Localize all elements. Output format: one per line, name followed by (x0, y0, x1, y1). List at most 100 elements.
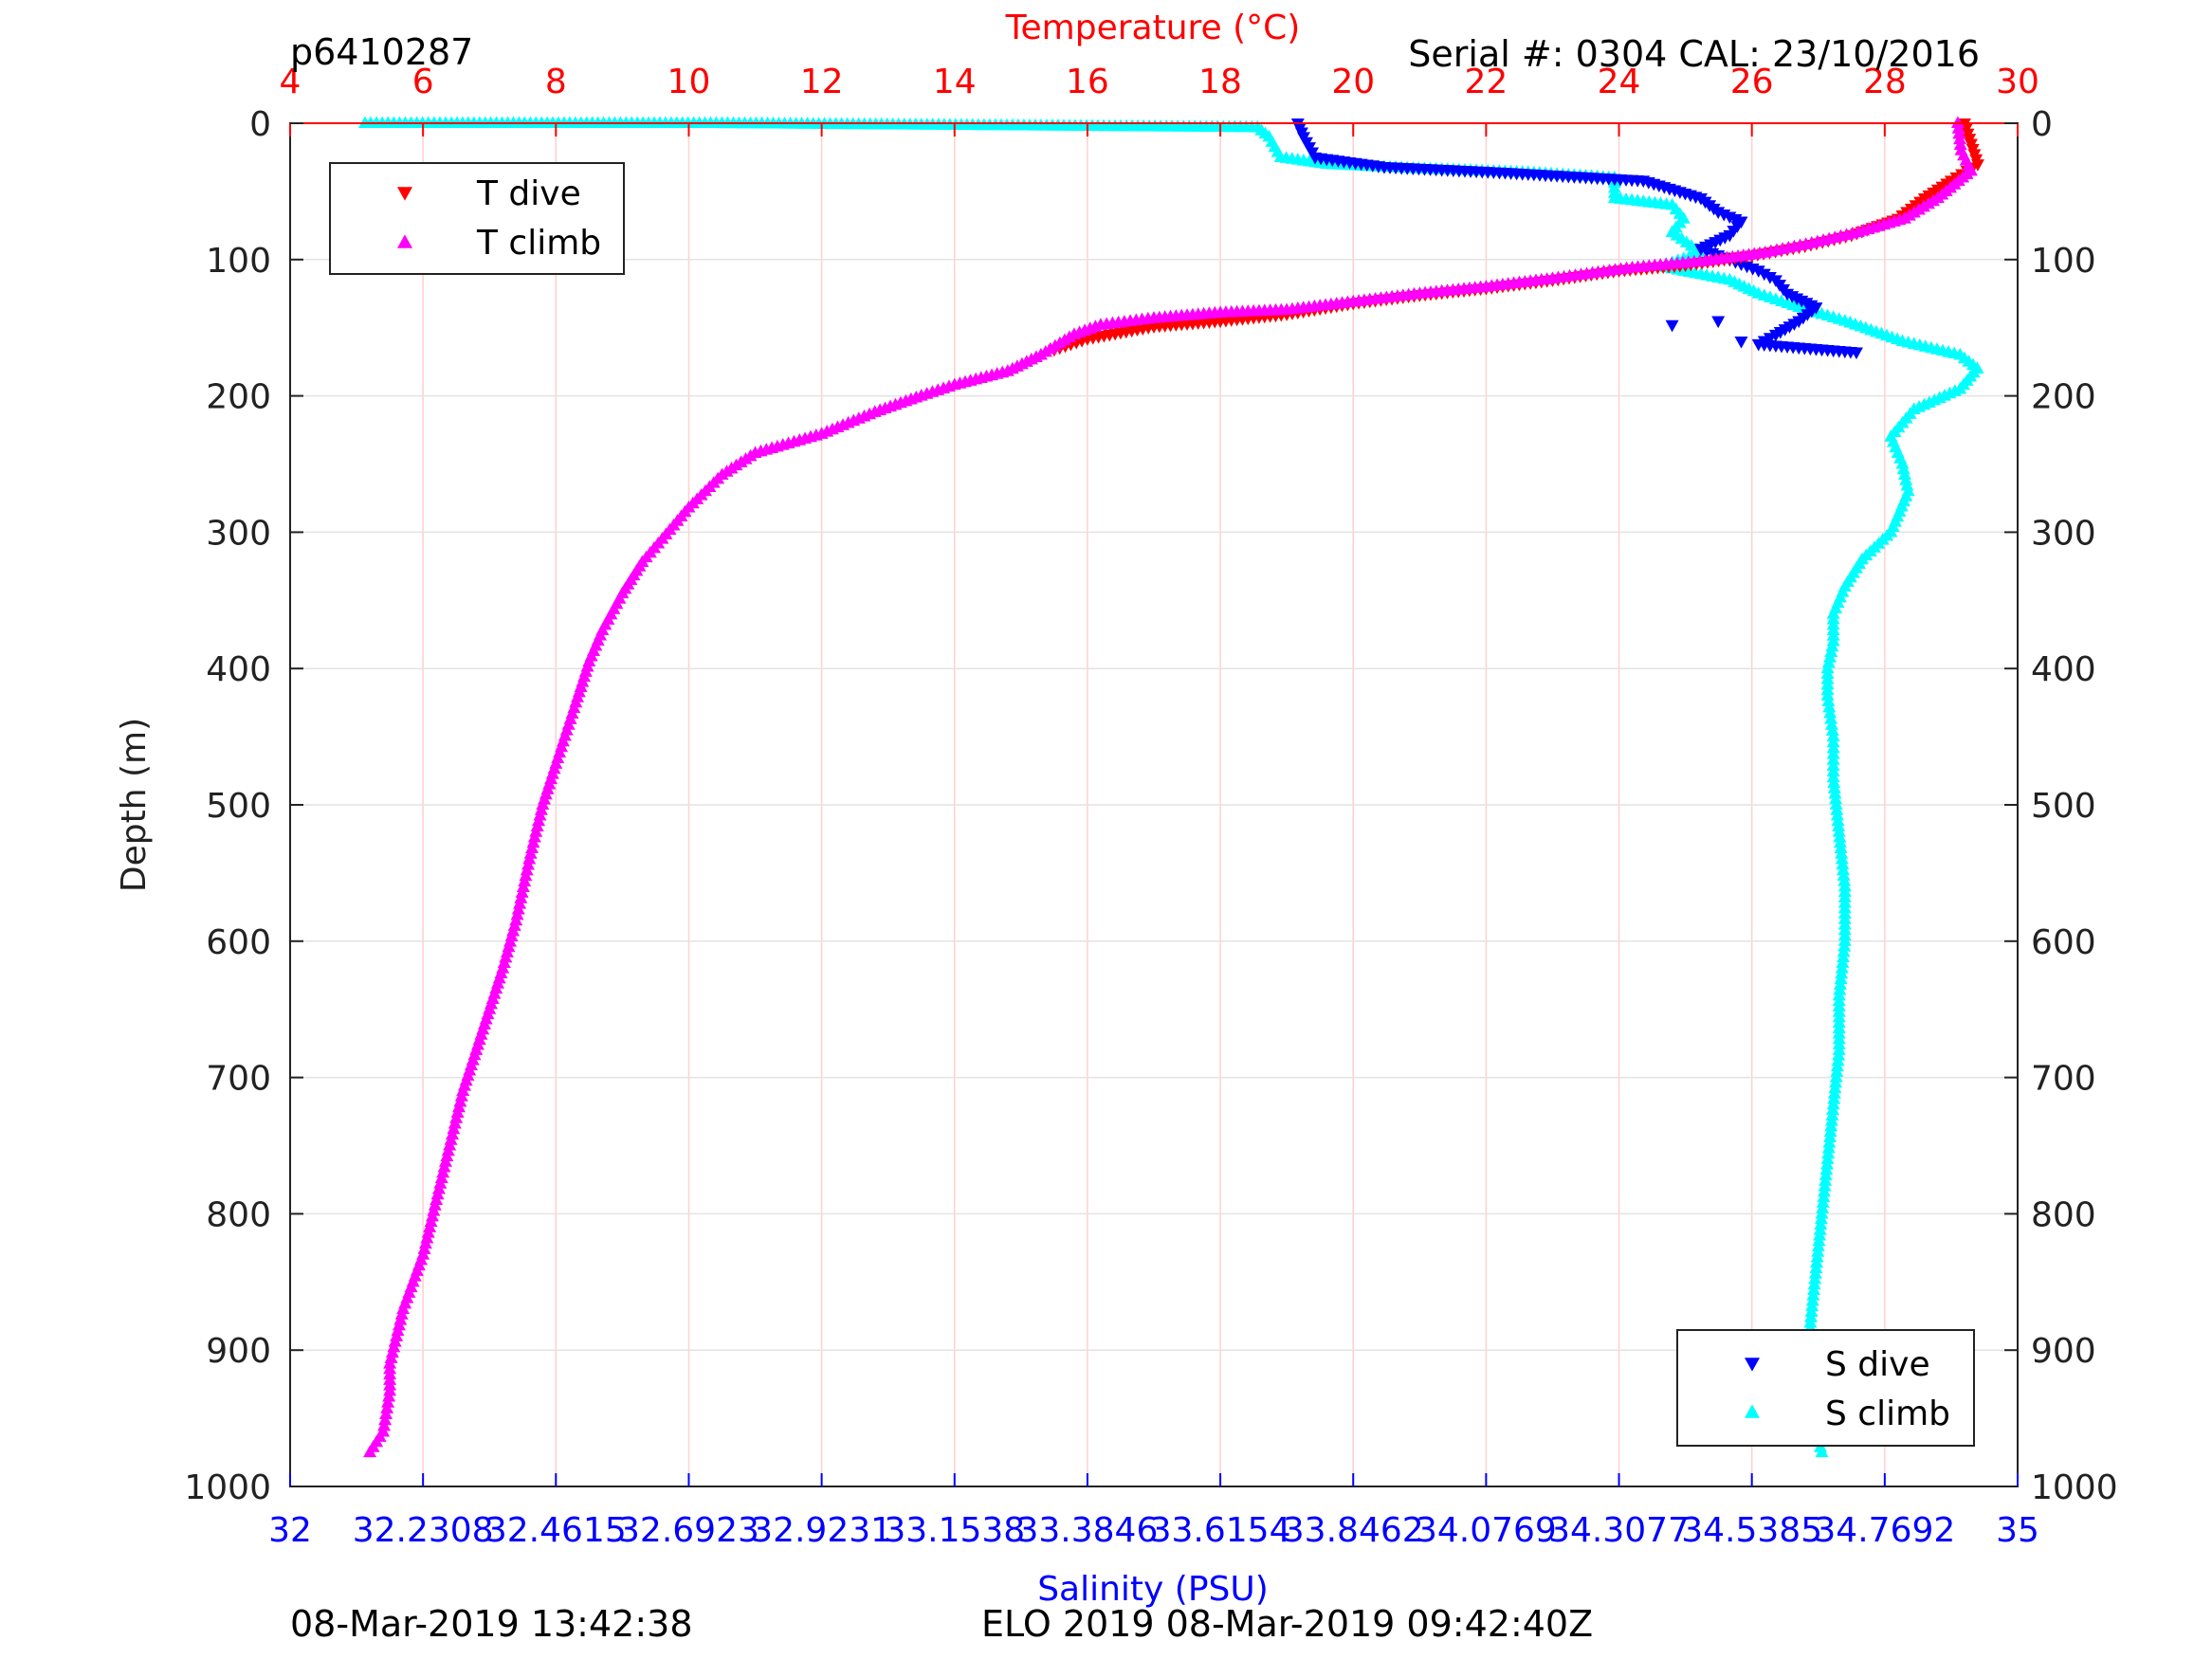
data-point-t-climb (515, 885, 529, 898)
data-point-s-climb (1816, 1195, 1830, 1208)
data-point-t-climb (379, 1407, 393, 1420)
data-point-t-climb (387, 1340, 401, 1353)
depth-axis-title: Depth (m) (115, 718, 154, 892)
data-point-t-climb (417, 1242, 431, 1254)
temp-tick-label: 30 (1996, 63, 2039, 101)
footer-mission-info: ELO 2019 08-Mar-2019 09:42:40Z (981, 1603, 1593, 1645)
temp-tick-label: 8 (545, 63, 567, 101)
legend-t-dive-triangle (397, 187, 412, 201)
data-point-s-climb (1837, 873, 1852, 886)
data-point-s-climb (1805, 1293, 1819, 1306)
data-point-t-climb (534, 803, 548, 815)
series-s-dive (1290, 118, 1863, 360)
data-point-s-climb (1829, 1070, 1843, 1083)
serial-cal-label: Serial #: 0304 CAL: 23/10/2016 (1408, 33, 1980, 75)
data-point-t-climb (444, 1133, 458, 1145)
footer-timestamp: 08-Mar-2019 13:42:38 (290, 1603, 693, 1645)
data-point-t-climb (449, 1111, 464, 1123)
data-point-s-climb (1830, 808, 1844, 821)
sal-tick-label: 32 (268, 1511, 312, 1550)
data-point-t-climb (382, 1389, 396, 1402)
data-point-s-dive (1711, 316, 1726, 329)
data-point-s-climb (1829, 797, 1843, 811)
data-point-s-climb (1817, 1190, 1831, 1203)
data-point-t-climb (511, 902, 525, 915)
data-point-s-climb (1821, 694, 1836, 707)
data-point-s-climb (1818, 1179, 1832, 1192)
data-point-t-climb (1951, 121, 1965, 134)
data-point-t-climb (421, 1225, 435, 1238)
sal-tick-label: 33.8462 (1283, 1511, 1424, 1550)
data-point-t-climb (393, 1313, 408, 1325)
data-point-s-climb (1819, 1158, 1834, 1170)
legend-s-climb-label: S climb (1825, 1395, 1950, 1433)
legend-s-dive-marker (1745, 1358, 1760, 1372)
temp-tick-label: 16 (1066, 63, 1109, 101)
data-point-t-climb (445, 1127, 459, 1140)
data-point-s-climb (1805, 1299, 1819, 1312)
data-point-s-climb (1825, 1108, 1839, 1121)
legend-s-dive-triangle (1745, 1358, 1760, 1372)
data-point-s-climb (1831, 813, 1845, 827)
data-point-t-climb (380, 1401, 394, 1413)
data-point-t-climb (383, 1383, 397, 1396)
temp-tick-label: 20 (1331, 63, 1375, 101)
sal-tick-label: 35 (1996, 1511, 2039, 1550)
data-point-t-climb (388, 1335, 402, 1347)
legend-s-climb-marker (1745, 1404, 1760, 1418)
data-point-s-climb (1817, 1184, 1831, 1197)
data-point-s-climb (1824, 645, 1838, 657)
data-point-s-climb (1827, 1092, 1841, 1104)
data-point-s-climb (1835, 851, 1849, 865)
data-point-t-climb (450, 1105, 465, 1119)
data-point-s-climb (1826, 770, 1840, 783)
data-point-t-climb (384, 1351, 398, 1363)
sal-tick-label: 32.2308 (353, 1511, 494, 1550)
temp-tick-label: 22 (1464, 63, 1508, 101)
data-point-s-climb (1820, 1152, 1835, 1164)
data-point-t-climb (521, 857, 536, 870)
data-point-s-climb (1830, 1065, 1844, 1077)
data-point-t-climb (427, 1203, 441, 1216)
temp-tick-label: 10 (667, 63, 711, 101)
data-point-s-climb (1812, 1233, 1826, 1247)
data-point-s-climb (1824, 718, 1838, 730)
depth-tick-label-left: 400 (206, 650, 271, 689)
data-point-s-climb (1813, 1223, 1827, 1235)
temp-tick-label: 26 (1730, 63, 1774, 101)
data-point-t-climb (424, 1214, 438, 1228)
data-point-s-climb (1828, 1081, 1842, 1094)
data-point-s-dive (1849, 347, 1863, 360)
data-point-s-climb (1831, 1053, 1845, 1066)
data-point-t-climb (420, 1231, 434, 1244)
data-point-s-climb (1824, 1119, 1838, 1132)
legend-t-dive-marker (397, 187, 412, 201)
data-point-s-climb (1829, 792, 1843, 805)
legend-s-climb-triangle (1745, 1404, 1760, 1418)
data-point-t-climb (529, 825, 543, 837)
data-point-s-climb (1832, 819, 1846, 832)
sal-tick-label: 33.6154 (1150, 1511, 1291, 1550)
depth-tick-label-left: 600 (206, 923, 271, 962)
data-point-s-climb (1827, 775, 1841, 789)
sal-tick-label: 34.3077 (1548, 1511, 1690, 1550)
temp-tick-label: 18 (1198, 63, 1242, 101)
depth-tick-label-right: 700 (2031, 1060, 2096, 1099)
data-point-t-climb (456, 1084, 470, 1097)
temp-tick-label: 6 (412, 63, 434, 101)
data-point-s-climb (1836, 863, 1850, 876)
data-point-t-climb (514, 891, 528, 903)
data-point-t-climb (436, 1165, 450, 1178)
data-point-t-climb (430, 1193, 444, 1206)
sal-tick-label: 34.0769 (1416, 1511, 1557, 1550)
data-point-s-climb (1816, 1201, 1830, 1213)
depth-tick-label-left: 700 (206, 1060, 271, 1099)
data-point-s-climb (1815, 1445, 1829, 1458)
data-point-t-climb (394, 1307, 409, 1320)
data-point-s-climb (1826, 1097, 1840, 1110)
data-point-s-climb (1900, 478, 1914, 491)
data-point-s-climb (1819, 1162, 1834, 1176)
data-point-t-climb (530, 819, 544, 832)
data-point-s-dive (1751, 265, 1765, 278)
data-point-t-climb (396, 1302, 411, 1315)
